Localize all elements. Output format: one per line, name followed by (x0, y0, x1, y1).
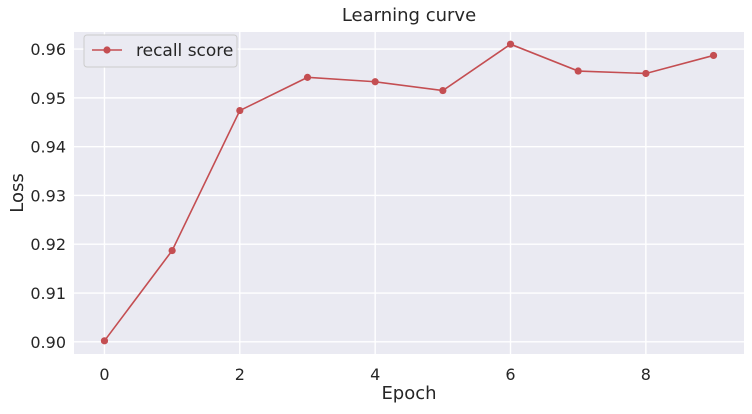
legend-marker-swatch (103, 46, 111, 54)
y-tick-label: 0.90 (30, 333, 66, 352)
series-layer (100, 40, 718, 345)
y-tick-label: 0.95 (30, 89, 66, 108)
x-tick-label: 6 (505, 365, 515, 384)
legend: recall score (83, 34, 238, 68)
data-point (236, 106, 244, 115)
y-tick-label: 0.93 (30, 186, 66, 205)
series-line (103, 43, 714, 342)
x-tick-label: 4 (370, 365, 380, 384)
data-point (168, 246, 176, 255)
data-point (709, 51, 718, 60)
data-point (506, 40, 515, 48)
data-point (371, 78, 379, 86)
plot-area (74, 32, 744, 354)
y-tick-label: 0.96 (30, 40, 66, 59)
legend-box (83, 34, 238, 68)
y-axis-label: Loss (7, 173, 28, 212)
data-point (303, 73, 312, 81)
y-tick-label: 0.94 (30, 138, 66, 157)
tick-labels: 0 2 4 6 8 0.90 0.91 0.92 0.93 0.94 0.95 0.96 (30, 40, 651, 384)
data-point (100, 337, 109, 345)
x-tick-label: 0 (99, 365, 109, 384)
data-point (574, 67, 582, 75)
chart-title: Learning curve (342, 5, 476, 26)
x-tick-label: 8 (641, 365, 651, 384)
y-tick-label: 0.91 (30, 284, 66, 303)
x-tick-label: 2 (235, 365, 245, 384)
legend-series-label: recall score (136, 41, 233, 61)
data-point (642, 69, 650, 78)
data-point (439, 86, 447, 95)
x-axis-label: Epoch (381, 383, 436, 404)
y-tick-label: 0.92 (30, 235, 66, 254)
